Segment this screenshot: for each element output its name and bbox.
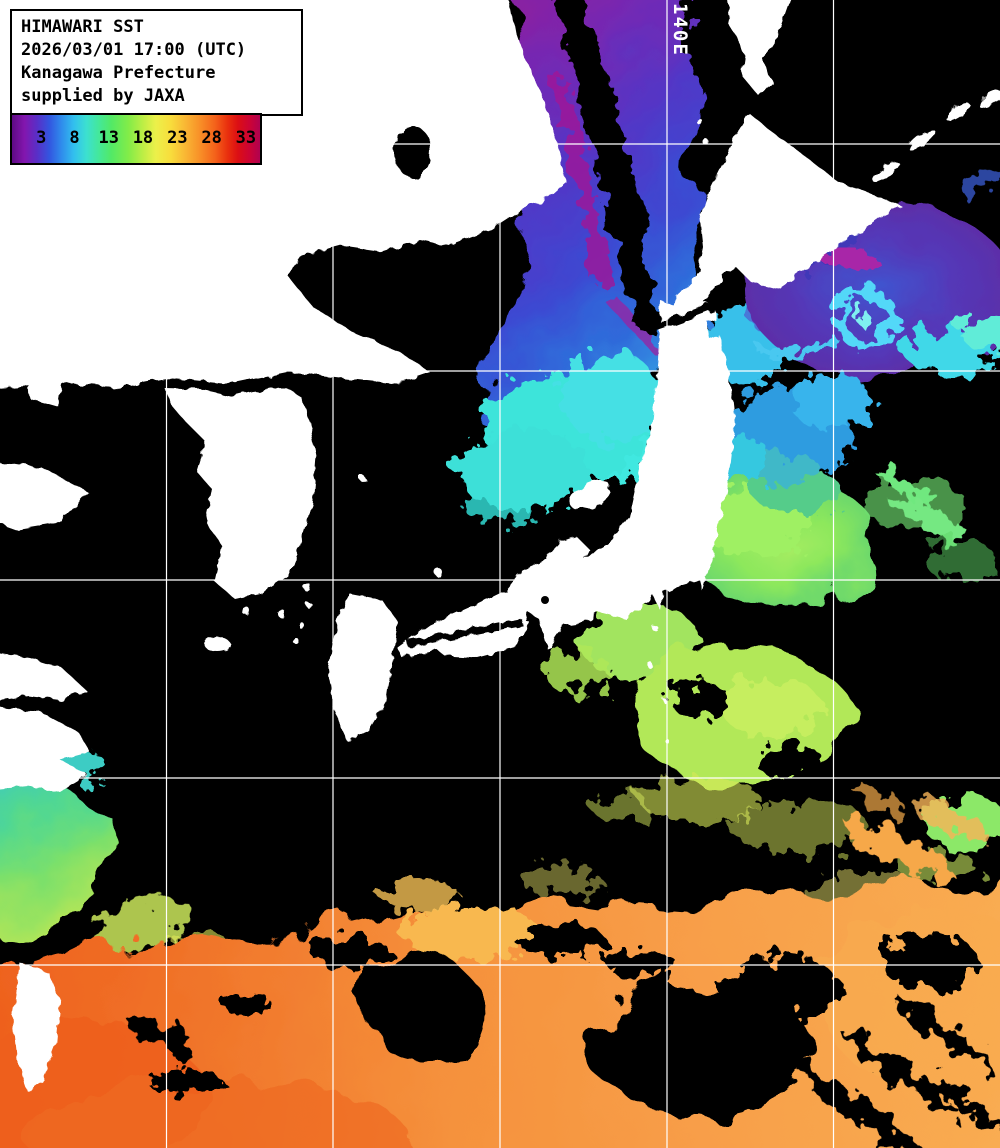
latitude-label-40n: 40N (1, 348, 36, 370)
cloud-streak-1 (840, 1032, 960, 1118)
cyan-spiral-eddy (833, 286, 897, 350)
land-liaodong (28, 372, 62, 407)
land-taiwan (12, 963, 60, 1092)
land-sakhalin (727, 0, 791, 96)
colorbar-tick-18: 18 (132, 128, 154, 148)
land-kuril-1 (872, 161, 900, 183)
seto-inland-sea (407, 618, 523, 648)
lake-khanka (395, 126, 431, 178)
land-kyushu (328, 594, 398, 742)
land-ulleungdo (359, 475, 365, 481)
land-water-details (52, 86, 734, 648)
land-kuril-4 (979, 91, 1000, 109)
colorbar-tick-13: 13 (98, 128, 119, 148)
tsugaru-strait (646, 295, 734, 334)
land-oki (434, 568, 442, 576)
colorbar-tick-28: 28 (201, 128, 222, 148)
sst-green-kanto (682, 454, 995, 602)
prefecture-credit: Kanagawa Prefecture (21, 63, 216, 83)
land-hokkaido (663, 113, 902, 332)
colorbar-tick-3: 3 (36, 128, 47, 148)
cloud-tatar-coast (553, 0, 662, 342)
cloud-streak-2 (894, 996, 994, 1068)
colorbar-tick-33: 33 (235, 128, 257, 148)
land-kuril-3 (946, 102, 970, 122)
sst-colorbar: 3 8 13 18 23 28 33 (10, 113, 262, 165)
cloud-streak-3 (796, 1065, 928, 1148)
cloud-cover (127, 0, 1000, 1148)
timestamp: 2026/03/01 17:00 (UTC) (21, 40, 247, 60)
land-tsushima (302, 582, 310, 590)
cloud-hole-orange-1 (365, 950, 475, 1060)
land-awaji (516, 624, 528, 636)
title-box: HIMAWARI SST 2026/03/01 17:00 (UTC) Kana… (10, 9, 303, 116)
longitude-label-140e: 140E (669, 3, 691, 57)
colorbar-tick-23: 23 (167, 128, 188, 148)
land-china-jiangsu (0, 653, 86, 701)
land-shandong (0, 461, 88, 530)
sst-cyan-tohoku-west (455, 353, 662, 510)
land-sado (570, 480, 610, 510)
supplier-credit: supplied by JAXA (21, 86, 185, 106)
land-honshu (398, 301, 735, 658)
land-china-shanghai (0, 707, 90, 792)
land-izu-oshima (652, 625, 658, 631)
land-jeju (205, 638, 231, 652)
product-title: HIMAWARI SST (21, 17, 144, 37)
cloud-west-sakhalin (686, 0, 731, 92)
lake-biwa (541, 596, 549, 604)
land-kuril-2 (908, 129, 936, 151)
colorbar-tick-8: 8 (69, 128, 80, 148)
land-layer (0, 0, 1000, 1092)
land-korea (165, 387, 316, 599)
